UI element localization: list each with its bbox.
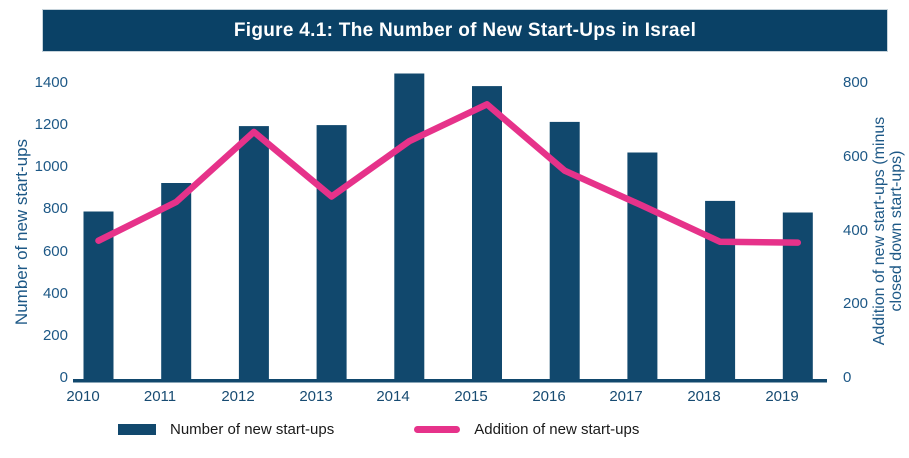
x-axis-line: [73, 379, 827, 383]
left-tick-label: 1200: [34, 116, 68, 133]
x-tick-label-2016: 2016: [532, 388, 566, 405]
bar-2015: [472, 86, 502, 383]
bar-2017: [627, 152, 658, 383]
legend: Number of new start-ups Addition of new …: [118, 421, 639, 438]
x-tick-label-2013: 2013: [299, 388, 333, 405]
addition-line: [95, 101, 802, 246]
x-tick-label-2012: 2012: [221, 388, 255, 405]
x-tick-label-2019: 2019: [765, 388, 799, 405]
legend-item-bars: Number of new start-ups: [118, 421, 334, 438]
x-tick-label-2018: 2018: [687, 388, 721, 405]
bar-2012: [238, 126, 269, 383]
right-tick-label: 400: [843, 222, 869, 239]
x-tick-label-2017: 2017: [609, 388, 643, 405]
left-tick-label: 600: [42, 243, 68, 260]
right-axis-title-line2: closed down start-ups): [888, 150, 905, 312]
right-tick-label: 600: [843, 148, 869, 165]
bar-2018: [705, 200, 736, 383]
right-axis-title-line1: Addition of new start-ups (minus: [871, 116, 888, 346]
right-tick-label: 0: [843, 369, 852, 386]
left-tick-label: 200: [42, 327, 68, 344]
bar-2013: [316, 125, 347, 383]
legend-label-bars: Number of new start-ups: [170, 421, 335, 438]
figure-title: Figure 4.1: The Number of New Start-Ups …: [233, 19, 697, 41]
left-tick-label: 800: [42, 200, 68, 217]
bar-2014: [394, 73, 425, 383]
right-tick-label: 200: [843, 295, 869, 312]
right-axis-title: Addition of new start-ups (minus closed …: [871, 116, 905, 346]
line-series-swatch: [414, 426, 461, 433]
bar-2011: [161, 183, 192, 383]
left-tick-label: 1400: [34, 74, 68, 91]
x-tick-label-2011: 2011: [143, 388, 177, 405]
left-tick-label: 1000: [34, 158, 68, 175]
figure-title-bar: Figure 4.1: The Number of New Start-Ups …: [42, 9, 888, 52]
legend-label-line: Addition of new start-ups: [474, 421, 640, 438]
x-tick-label-2015: 2015: [454, 388, 488, 405]
x-tick-label-2010: 2010: [66, 388, 100, 405]
left-axis-title: Number of new start-ups: [12, 138, 31, 326]
left-tick-label: 0: [59, 369, 68, 386]
right-tick-label: 800: [843, 74, 869, 91]
legend-item-line: Addition of new start-ups: [414, 421, 639, 438]
x-tick-label-2014: 2014: [376, 388, 410, 405]
bar-2019: [782, 212, 813, 383]
left-tick-label: 400: [42, 285, 68, 302]
bar-series-swatch: [118, 424, 156, 435]
